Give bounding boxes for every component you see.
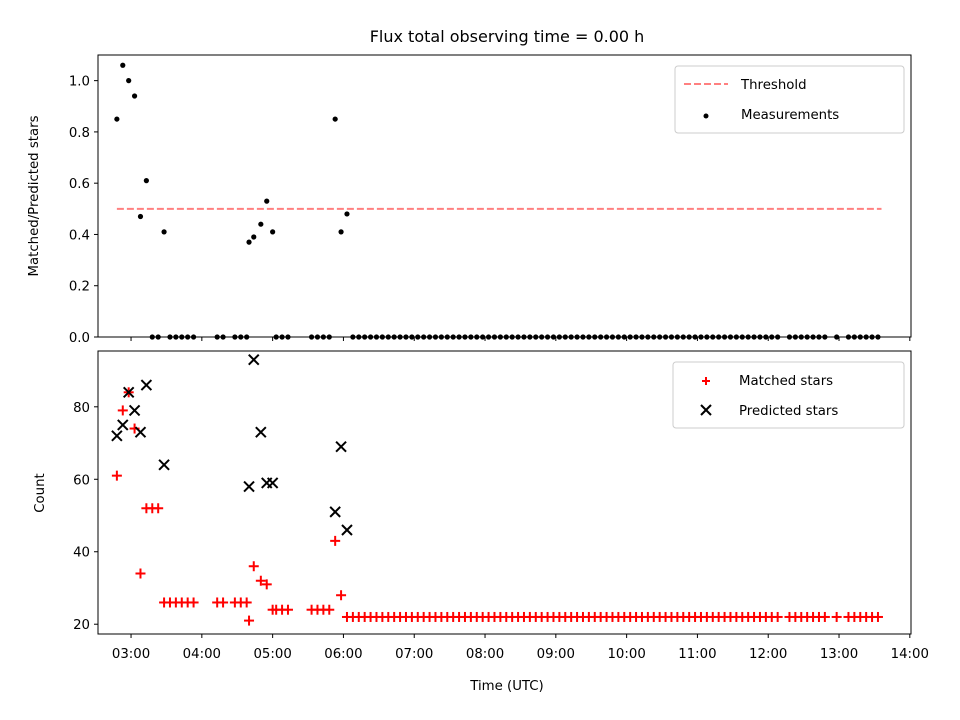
bottom-x-tick-label: 07:00 [395,647,433,662]
measurement-point [251,234,257,240]
bottom-y-axis: 20 40 60 80 [73,401,98,633]
bottom-x-tick-label: 08:00 [466,647,504,662]
legend-predicted-swatch [700,404,712,416]
bottom-legend: Matched stars Predicted stars [672,361,905,429]
top-y-tick-label: 0.2 [69,280,90,295]
predicted-star-point [140,379,153,391]
measurement-point [120,62,126,68]
figure-title: Flux total observing time = 0.00 h [370,27,645,46]
matched-star-point [831,611,842,622]
matched-star-point [153,503,164,514]
bottom-x-tick-label: 09:00 [537,647,575,662]
predicted-star-point [248,353,260,366]
bottom-axes-frame [97,350,912,635]
measurement-point [344,211,350,217]
measurement-point [114,116,120,122]
bottom-x-tick-label: 05:00 [253,647,291,662]
measurement-point [137,213,144,220]
predicted-star-point [329,506,341,518]
measurement-point [143,178,149,184]
legend-measurements-swatch [703,113,709,119]
matched-star-point [324,604,335,615]
top-y-tick-label: 0.6 [69,177,90,192]
bottom-y-tick-label: 60 [73,473,90,488]
bottom-plot-area [111,353,883,626]
top-y-tick-label: 1.0 [69,75,90,90]
matched-star-point [244,615,255,626]
predicted-star-point [134,426,147,438]
top-y-tick-label: 0.0 [69,331,90,346]
bottom-x-tick-label: 06:00 [324,647,362,662]
matched-star-point [872,611,883,622]
measurement-point [161,229,167,235]
bottom-x-tick-label: 04:00 [183,647,221,662]
matched-star-point [241,597,252,608]
bottom-y-tick-label: 40 [73,546,90,561]
top-y-axis: 0.0 0.2 0.4 0.6 0.8 1.0 [69,75,98,346]
top-x-axis-ticks [130,337,911,341]
measurement-point [131,93,138,99]
matched-star-point [819,611,830,622]
matched-star-point [336,590,347,601]
matched-star-point [255,575,266,586]
bottom-x-tick-label: 10:00 [607,647,645,662]
legend-predicted-label: Predicted stars [739,404,838,419]
bottom-x-tick-label: 03:00 [112,647,150,662]
legend-measurements-label: Measurements [741,108,839,123]
predicted-star-point [255,426,267,438]
measurement-point [332,116,338,122]
top-y-tick-label: 0.8 [69,126,90,141]
predicted-star-point [128,404,141,417]
measurement-point [246,239,252,245]
measurement-point [258,221,264,227]
predicted-star-point [158,459,170,471]
predicted-star-point [111,430,123,442]
matched-star-point [135,568,146,579]
matched-star-point [330,535,341,546]
measurement-point [338,229,344,235]
legend-matched-swatch [702,377,710,385]
matched-star-point [188,597,199,608]
legend-matched-label: Matched stars [739,374,833,389]
bottom-y-tick-label: 20 [73,618,90,633]
top-axes-frame [97,54,912,338]
bottom-x-tick-label: 12:00 [749,647,787,662]
matched-star-point [772,611,783,622]
top-y-axis-label: Matched/Predicted stars [27,115,42,276]
measurement-point [126,78,132,84]
predicted-star-point [266,477,279,489]
matched-star-point [218,597,229,608]
matched-star-point [111,470,122,481]
bottom-y-tick-label: 80 [73,401,90,416]
bottom-x-axis: 03:00 04:00 05:00 06:00 07:00 08:00 09:00 10:00… [112,634,929,662]
measurement-point [264,198,270,204]
top-y-tick-label: 0.4 [69,228,90,243]
top-legend: Threshold Measurements [674,65,905,134]
measurement-point [270,229,276,235]
top-panel: 0.0 0.2 0.4 0.6 0.8 1.0 Matched/Predicted sta… [27,54,912,346]
matched-star-point [248,561,259,572]
bottom-x-tick-label: 13:00 [820,647,858,662]
bottom-x-axis-label: Time (UTC) [469,679,544,694]
predicted-star-point [243,480,255,493]
matched-star-point [282,604,293,615]
bottom-legend-box [672,361,905,429]
matched-star-point [261,579,272,590]
predicted-star-point [122,386,135,399]
matched-star-point [117,405,128,416]
predicted-star-point [335,440,347,453]
top-legend-box [674,65,905,134]
bottom-x-tick-label: 11:00 [678,647,716,662]
legend-threshold-label: Threshold [740,78,807,93]
bottom-x-tick-label: 14:00 [891,647,929,662]
predicted-star-point [341,524,353,536]
bottom-y-axis-label: Count [33,473,48,513]
predicted-star-point [117,419,129,431]
